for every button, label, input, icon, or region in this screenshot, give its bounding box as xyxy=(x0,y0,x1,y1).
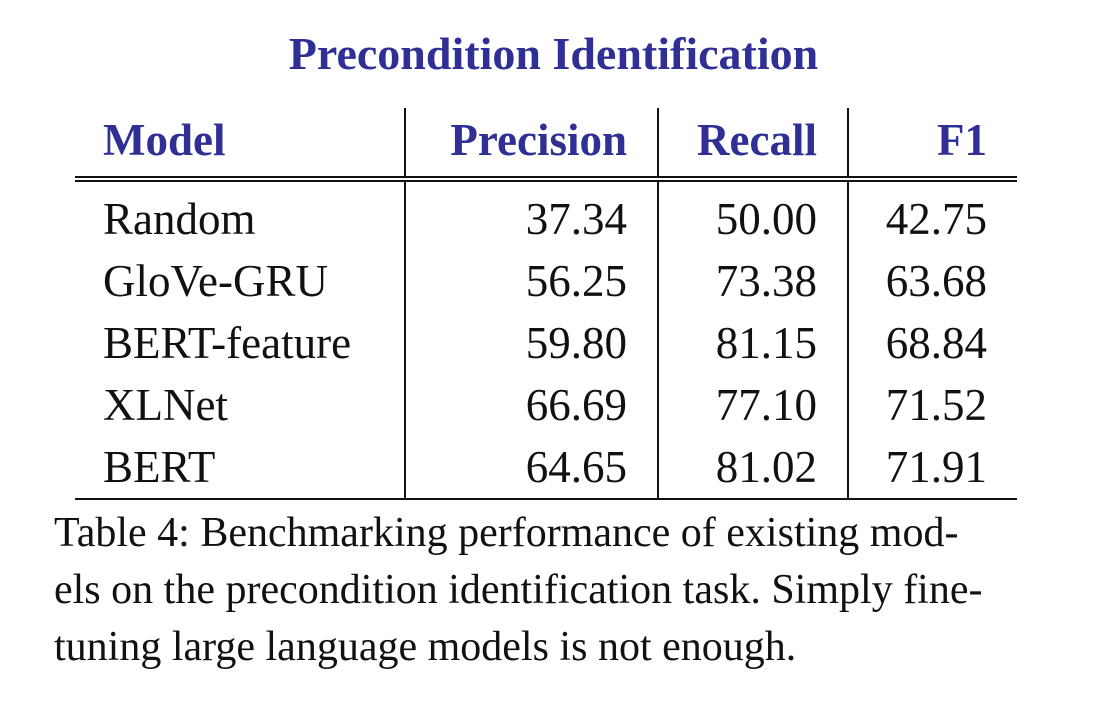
cell-model: BERT xyxy=(75,436,406,500)
table-caption: Table 4: Benchmarking performance of exi… xyxy=(54,505,1054,676)
cell-model: GloVe-GRU xyxy=(75,250,406,312)
results-table-container: Model Precision Recall F1 Random 37.34 5… xyxy=(75,108,1017,500)
header-model: Model xyxy=(75,108,406,182)
cell-f1: 71.91 xyxy=(848,436,1017,500)
cell-model: XLNet xyxy=(75,374,406,436)
table-title: Precondition Identification xyxy=(288,28,819,79)
caption-line: tuning large language models is not enou… xyxy=(54,624,797,670)
table-row: Random 37.34 50.00 42.75 xyxy=(75,179,1017,250)
cell-recall: 81.15 xyxy=(658,312,849,374)
cell-precision: 64.65 xyxy=(405,436,659,500)
cell-model: BERT-feature xyxy=(75,312,406,374)
caption-line: Table 4: Benchmarking performance of exi… xyxy=(54,510,959,556)
table-row: BERT 64.65 81.02 71.91 xyxy=(75,436,1017,500)
cell-precision: 37.34 xyxy=(405,179,659,250)
cell-precision: 66.69 xyxy=(405,374,659,436)
cell-recall: 50.00 xyxy=(658,179,849,250)
table-header-row: Model Precision Recall F1 xyxy=(75,108,1017,182)
results-table: Model Precision Recall F1 Random 37.34 5… xyxy=(75,108,1017,500)
cell-f1: 68.84 xyxy=(885,318,987,368)
cell-recall: 81.02 xyxy=(658,436,849,500)
header-precision: Precision xyxy=(405,108,659,182)
caption-line: els on the precondition identification t… xyxy=(54,567,983,613)
cell-f1: 63.68 xyxy=(885,256,987,306)
table-row: GloVe-GRU 56.25 73.38 63.68 xyxy=(75,250,1017,312)
header-recall: Recall xyxy=(658,108,849,182)
cell-model: Random xyxy=(75,179,406,250)
cell-recall: 77.10 xyxy=(658,374,849,436)
table-row: BERT-feature 59.80 81.15 68.84 xyxy=(75,312,1017,374)
cell-f1: 71.52 xyxy=(885,380,987,430)
table-row: XLNet 66.69 77.10 71.52 xyxy=(75,374,1017,436)
cell-f1: 42.75 xyxy=(885,194,987,244)
header-f1: F1 xyxy=(848,108,1017,182)
cell-precision: 59.80 xyxy=(405,312,659,374)
cell-precision: 56.25 xyxy=(405,250,659,312)
cell-recall: 73.38 xyxy=(658,250,849,312)
